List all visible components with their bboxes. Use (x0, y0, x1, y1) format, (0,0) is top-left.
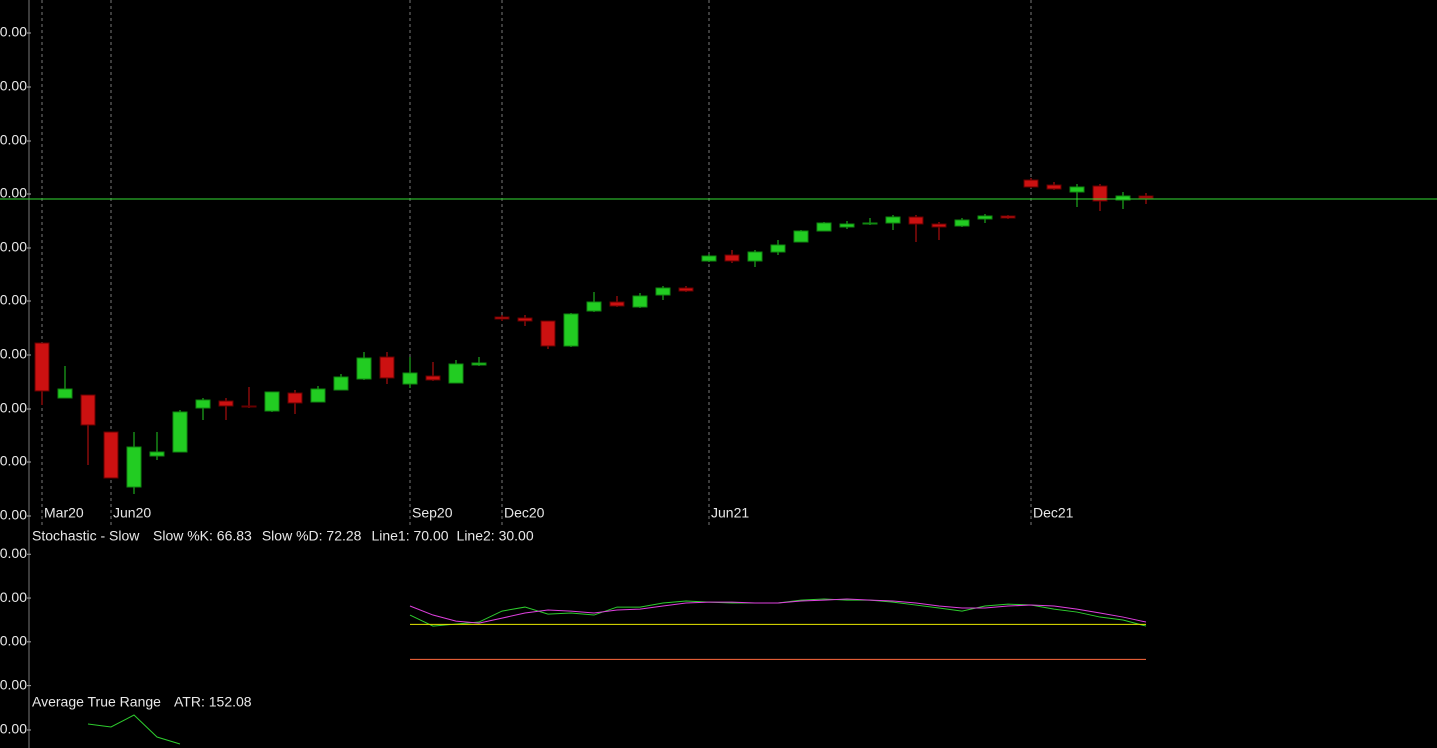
candle-body (1138, 195, 1154, 199)
candle-body (747, 251, 763, 262)
candle-body (885, 216, 901, 224)
x-tick-label: Jun20 (113, 505, 151, 521)
candle-body (586, 301, 602, 312)
candle-body (540, 320, 556, 347)
legend-entry: Slow %D: 72.28 (262, 528, 362, 544)
candle-body (241, 405, 257, 408)
candle-body (931, 223, 947, 228)
candle-body (1092, 185, 1108, 202)
y-tick-label: 0.00 (0, 507, 27, 523)
x-tick-label: Jun21 (711, 505, 749, 521)
candle-body (471, 362, 487, 366)
x-tick-label: Dec21 (1033, 505, 1074, 521)
x-tick-label: Dec20 (504, 505, 545, 521)
y-tick-label: 0.00 (0, 78, 27, 94)
candle-body (563, 313, 579, 347)
candle-body (1023, 179, 1039, 188)
x-tick-label: Sep20 (412, 505, 453, 521)
candle-body (862, 222, 878, 225)
y-tick-label: 0.00 (0, 676, 27, 692)
candle-body (1046, 184, 1062, 190)
candle-body (724, 254, 740, 262)
y-tick-label: 0.00 (0, 589, 27, 605)
candle-body (770, 244, 786, 253)
candle-body (126, 446, 142, 488)
candle-body (977, 215, 993, 220)
candle-body (632, 295, 648, 308)
candle-body (425, 375, 441, 381)
y-tick-label: 0.00 (0, 292, 27, 308)
candle-body (195, 399, 211, 409)
candle-body (494, 316, 510, 320)
y-tick-label: 0.00 (0, 132, 27, 148)
legend-entry: ATR: 152.08 (174, 694, 252, 710)
candle-body (816, 222, 832, 232)
panel-title: Stochastic - Slow (32, 528, 140, 544)
candle-body (80, 394, 96, 426)
y-tick-label: 0.00 (0, 545, 27, 561)
candle-body (517, 317, 533, 322)
candle-body (609, 301, 625, 307)
legend-entry: Slow %K: 66.83 (153, 528, 252, 544)
candle-body (356, 357, 372, 380)
panel-title: Average True Range (32, 694, 161, 710)
candle-body (839, 223, 855, 228)
candle-body (218, 400, 234, 407)
legend-entry: Line1: 70.00 (371, 528, 448, 544)
candle-body (402, 372, 418, 385)
candle-body (448, 363, 464, 384)
candle-body (908, 216, 924, 225)
candle-body (1000, 215, 1016, 219)
y-tick-label: 0.00 (0, 24, 27, 40)
series-line (409, 598, 1147, 624)
candle-body (954, 219, 970, 227)
y-tick-label: 0.00 (0, 400, 27, 416)
candle-body (1115, 195, 1131, 201)
candle-body (793, 230, 809, 243)
candle-body (34, 342, 50, 392)
y-tick-label: 0.00 (0, 239, 27, 255)
series-line (87, 714, 181, 745)
candle-body (287, 392, 303, 404)
candle-body (172, 411, 188, 453)
candle-body (310, 388, 326, 403)
legend-entry: Line2: 30.00 (457, 528, 534, 544)
y-tick-label: 0.00 (0, 453, 27, 469)
candle-body (678, 287, 694, 292)
candle-body (701, 255, 717, 262)
y-tick-label: 0.00 (0, 721, 27, 737)
candle-body (333, 376, 349, 391)
candle-body (379, 356, 395, 379)
y-tick-label: 0.00 (0, 633, 27, 649)
candle-body (57, 388, 73, 399)
x-tick-label: Mar20 (44, 505, 84, 521)
candle-body (149, 451, 165, 457)
candle-body (655, 287, 671, 296)
candle-body (1069, 186, 1085, 193)
candle-body (264, 391, 280, 412)
y-tick-label: 0.00 (0, 346, 27, 362)
y-tick-label: 0.00 (0, 185, 27, 201)
candle-body (103, 431, 119, 479)
